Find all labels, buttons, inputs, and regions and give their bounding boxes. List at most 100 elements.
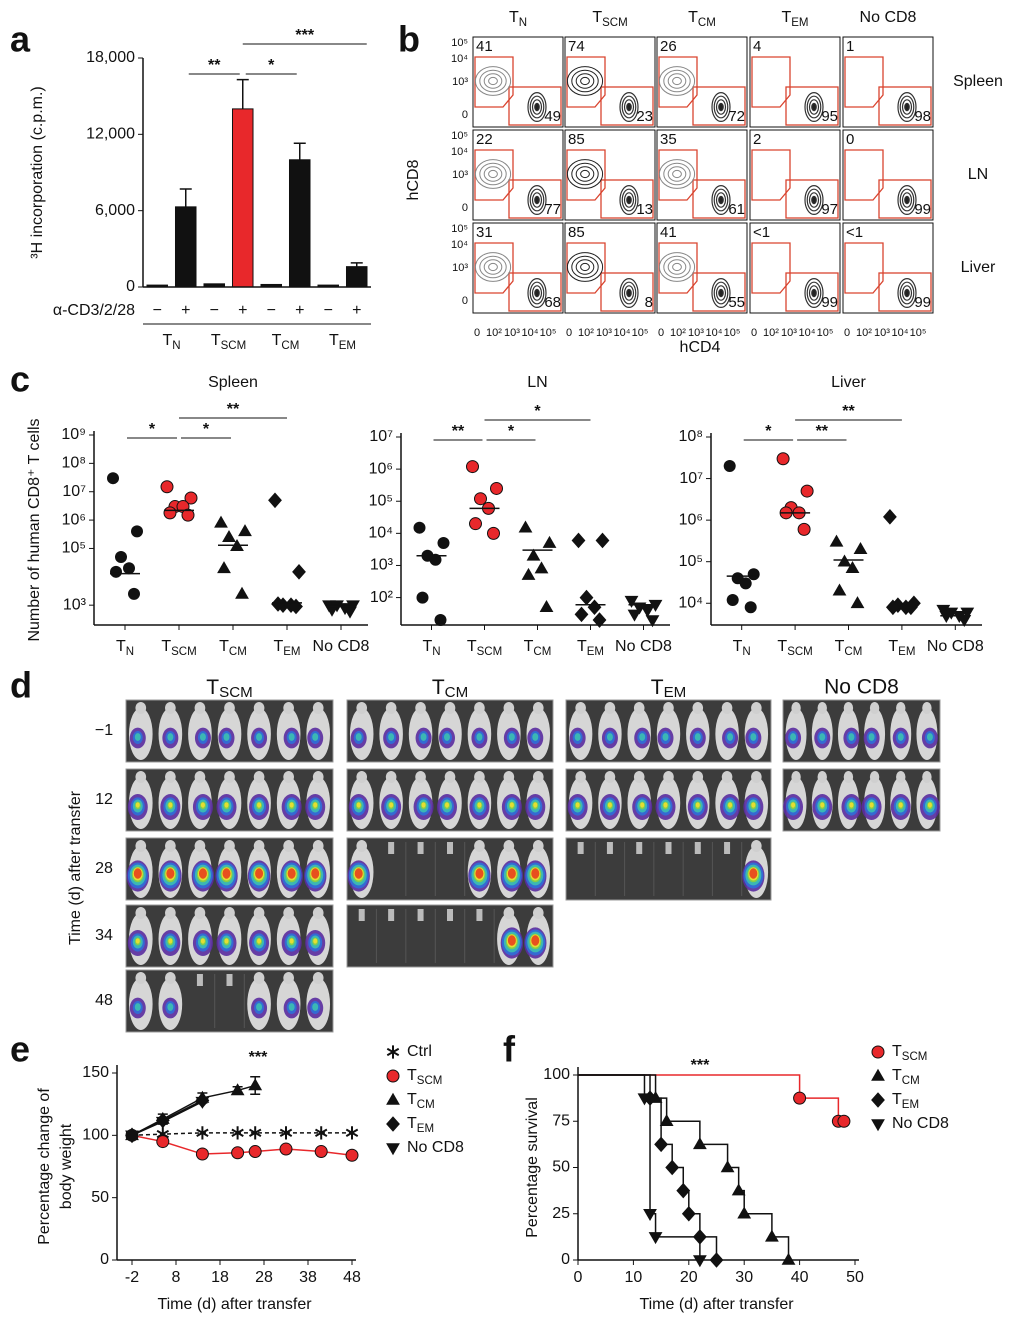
- contour: [806, 188, 822, 212]
- mouse-head: [415, 771, 426, 783]
- label-sub: EM: [283, 646, 300, 658]
- x-tick-label: 10⁴: [892, 327, 909, 339]
- contour: [904, 195, 910, 205]
- x-tick-label: 10: [625, 1269, 643, 1286]
- annotation: ***: [691, 1057, 710, 1074]
- plot-frame: [842, 129, 934, 221]
- marker: [797, 522, 811, 536]
- signal: [198, 868, 207, 879]
- marker: [845, 560, 860, 573]
- sig-label: *: [203, 421, 210, 438]
- gate-percent: 1: [846, 38, 854, 55]
- marker: [681, 1205, 696, 1222]
- contour: [474, 66, 512, 96]
- marker: [110, 565, 122, 578]
- x-tick-label: 10⁴: [614, 327, 631, 339]
- marker: [155, 1116, 170, 1129]
- column-header: No CD8: [860, 9, 917, 26]
- mouse-head: [692, 771, 704, 783]
- plot-frame: [656, 36, 748, 128]
- signal: [135, 938, 140, 944]
- x-axis-title: Time (d) after transfer: [639, 1296, 794, 1313]
- signal: [133, 868, 142, 879]
- label-main: T: [116, 638, 126, 655]
- marker: [571, 532, 586, 549]
- mouse-head: [312, 972, 324, 984]
- label-sub: SCM: [171, 646, 197, 658]
- marker: [645, 615, 660, 628]
- y-axis-title: ³H incorporation (c.p.m.): [29, 86, 46, 259]
- label-sub: EM: [664, 684, 687, 701]
- legend-label: No CD8: [407, 1139, 464, 1156]
- empty-slot: [724, 842, 731, 854]
- x-tick-label: No CD8: [313, 638, 370, 655]
- mouse-head: [253, 702, 265, 714]
- marker: [345, 1126, 359, 1140]
- y-tick-label: 10³: [452, 169, 468, 181]
- column-header: No CD8: [824, 676, 899, 699]
- marker: [574, 606, 589, 623]
- gate-percent: 4: [753, 38, 761, 55]
- marker: [637, 1093, 652, 1106]
- x-tick-label: +: [181, 302, 190, 319]
- plot-frame: [842, 222, 934, 314]
- signal: [199, 733, 206, 741]
- x-tick-label: -2: [125, 1269, 139, 1286]
- group-label: TN: [162, 332, 180, 352]
- signal: [507, 868, 516, 879]
- contour: [904, 102, 910, 112]
- contour: [575, 73, 595, 89]
- marker: [163, 506, 177, 520]
- label-sub: CM: [445, 684, 469, 701]
- mouse-head: [194, 907, 206, 919]
- y-axis-title: Percentage survival: [524, 1097, 541, 1238]
- marker: [850, 596, 865, 609]
- signal: [897, 733, 904, 741]
- y-tick-label: 18,000: [86, 49, 135, 66]
- gate-percent: 31: [476, 224, 493, 241]
- signal: [869, 802, 874, 808]
- contour: [566, 159, 604, 189]
- mouse-head: [194, 771, 206, 783]
- marker: [853, 541, 868, 554]
- mouse-head: [503, 771, 515, 783]
- signal: [607, 802, 612, 808]
- mouse-head: [253, 972, 265, 984]
- contour: [488, 262, 498, 272]
- mouse-head: [253, 771, 265, 783]
- marker: [314, 1145, 328, 1159]
- marker: [115, 550, 127, 563]
- signal: [257, 938, 262, 944]
- gate-percent: 99: [914, 294, 931, 311]
- signal: [848, 733, 855, 741]
- mouse-head: [356, 840, 368, 852]
- contour: [672, 76, 682, 86]
- label-main: T: [432, 676, 445, 699]
- x-axis-title: hCD4: [680, 339, 721, 356]
- y-tick-label: 10⁴: [678, 594, 703, 611]
- contour: [715, 99, 727, 115]
- x-tick-label: 38: [299, 1269, 317, 1286]
- mouse-head: [532, 907, 544, 919]
- empty-slot: [226, 974, 233, 986]
- marker: [837, 1114, 851, 1128]
- signal: [751, 802, 756, 808]
- mouse-head: [922, 771, 932, 783]
- label-sub: N: [432, 646, 440, 658]
- gate-percent: 23: [636, 108, 653, 125]
- signal: [311, 868, 320, 879]
- x-axis-title: Time (d) after transfer: [157, 1296, 312, 1313]
- gate-percent: 98: [914, 108, 931, 125]
- contour: [901, 285, 913, 301]
- marker: [654, 1136, 668, 1153]
- gate: [844, 242, 884, 294]
- signal: [388, 733, 395, 741]
- y-tick-label: 0: [561, 1251, 570, 1268]
- contour: [663, 69, 691, 93]
- label-sub: N: [126, 646, 134, 658]
- empty-slot: [694, 842, 701, 854]
- signal: [509, 802, 514, 808]
- label-sub: EM: [902, 1099, 919, 1111]
- x-tick-label: +: [238, 302, 247, 319]
